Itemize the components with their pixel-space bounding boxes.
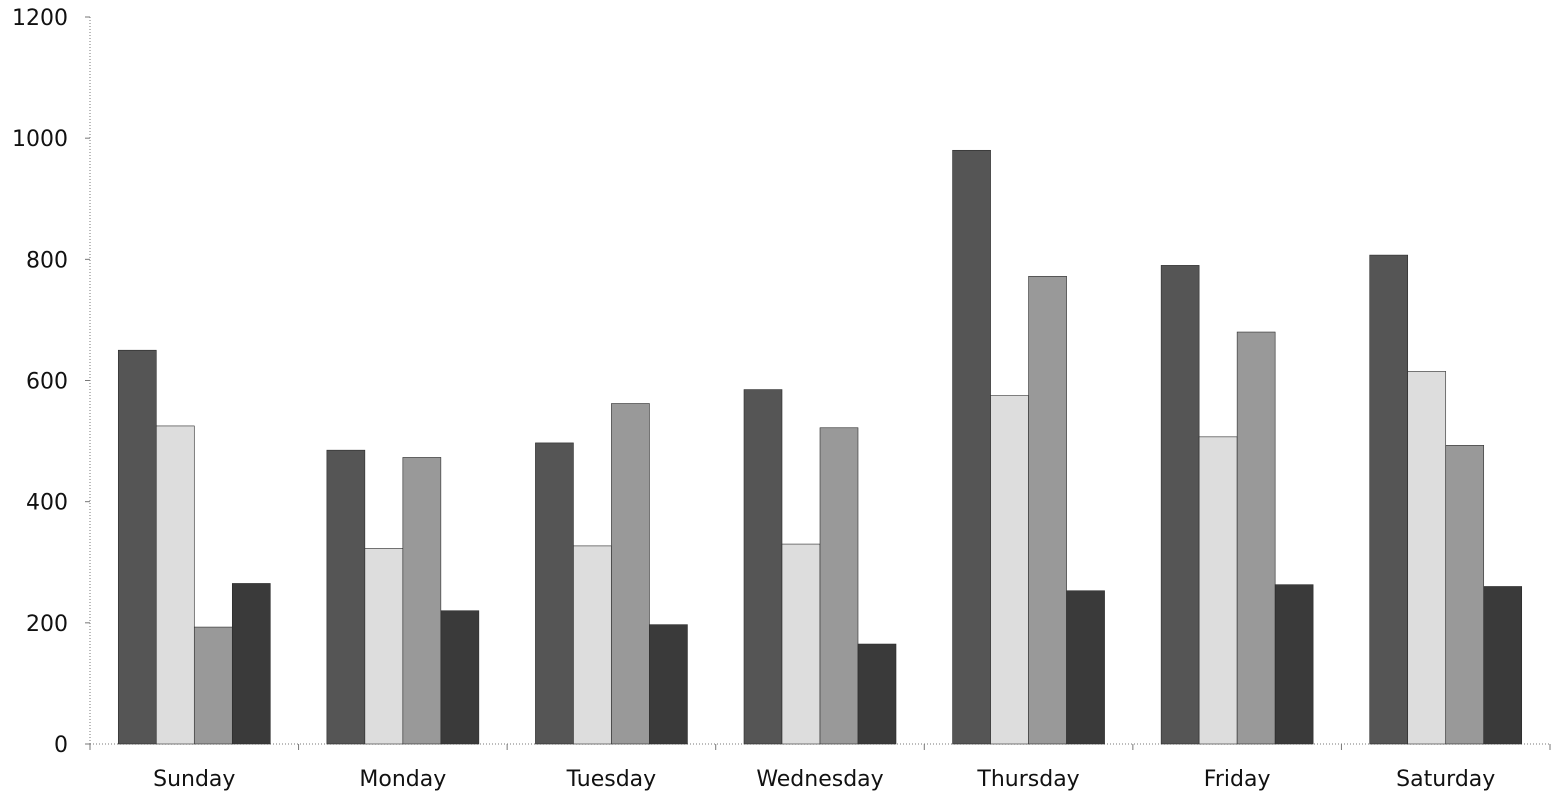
- y-axis: 0 200 400 600 800 1000 1200: [12, 6, 91, 758]
- bar: [193, 626, 233, 745]
- y-tick-label: 600: [26, 370, 68, 395]
- bar: [990, 395, 1029, 745]
- x-category-label: Sunday: [153, 767, 235, 792]
- bar: [781, 543, 821, 745]
- bar: [1445, 445, 1485, 745]
- bar: [1274, 584, 1314, 745]
- bar: [1369, 254, 1409, 745]
- bar: [1028, 275, 1067, 745]
- bar: [611, 403, 650, 745]
- y-tick-label: 0: [54, 733, 68, 758]
- bar: [155, 425, 195, 745]
- bar: [1198, 436, 1238, 745]
- x-category-label: Saturday: [1396, 767, 1495, 792]
- bar: [231, 583, 271, 745]
- bar: [402, 457, 442, 745]
- bar: [819, 427, 859, 745]
- bar: [573, 545, 612, 745]
- bar: [1160, 265, 1200, 745]
- x-category-label: Wednesday: [756, 767, 883, 792]
- y-tick-label: 200: [26, 612, 68, 637]
- bar: [440, 610, 480, 745]
- x-category-label: Monday: [359, 767, 446, 792]
- y-tick-label: 1200: [12, 6, 68, 31]
- bar: [1407, 371, 1447, 745]
- bar: [1483, 586, 1523, 745]
- x-category-label: Thursday: [976, 767, 1079, 792]
- bars-layer: [117, 149, 1523, 745]
- x-category-label: Friday: [1204, 767, 1271, 792]
- bar: [649, 624, 688, 745]
- bar: [326, 449, 366, 745]
- bar: [952, 149, 991, 745]
- bar: [364, 548, 404, 745]
- x-category-label: Tuesday: [566, 767, 657, 792]
- bar: [743, 389, 783, 745]
- y-tick-label: 800: [26, 248, 68, 273]
- bar: [1066, 590, 1105, 745]
- x-axis: Sunday Monday Tuesday Wednesday Thursday Frid…: [89, 743, 1551, 792]
- bar: [535, 442, 574, 745]
- bar: [1236, 331, 1276, 745]
- y-tick-label: 1000: [12, 127, 68, 152]
- bar: [117, 349, 157, 745]
- bar: [857, 643, 897, 745]
- y-tick-label: 400: [26, 491, 68, 516]
